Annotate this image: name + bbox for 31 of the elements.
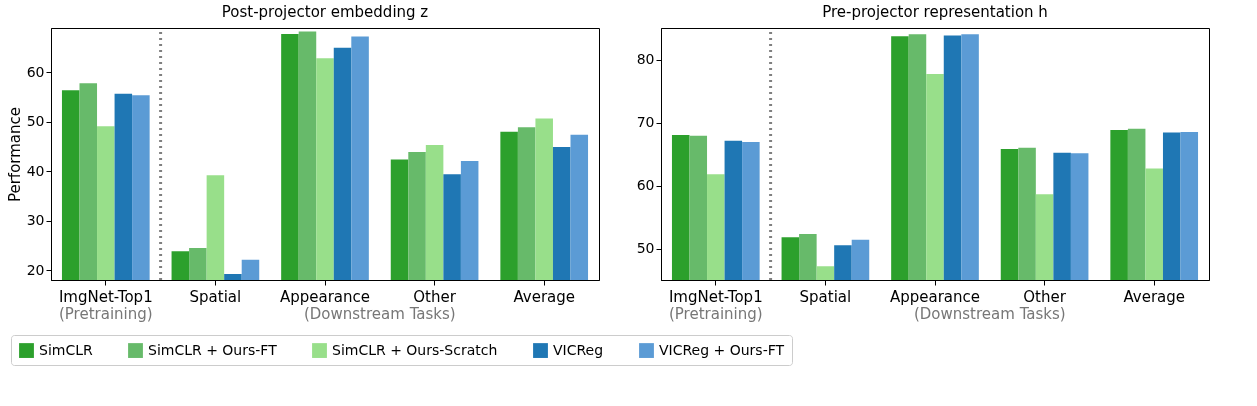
x-tick-label: Spatial [189, 287, 242, 306]
y-tick-label: 60 [26, 63, 45, 80]
x-tick-label: Average [513, 287, 575, 306]
y-tick-label: 40 [26, 162, 45, 179]
legend-label: VICReg [553, 341, 604, 358]
legend-label: SimCLR [39, 341, 93, 358]
x-tick-label: Average [1123, 287, 1185, 306]
text: (Downstream Tasks) [913, 305, 1066, 323]
y-tick-label: 70 [636, 114, 655, 130]
y-tick-label: 20 [26, 261, 45, 278]
y-axis-title: Performance [5, 106, 24, 203]
y-tick-label: 50 [636, 240, 655, 256]
x-tick-label: ImgNet-Top1 [668, 287, 763, 306]
x-tick-label: Other [413, 287, 457, 306]
x-tick-label: Spatial [799, 287, 852, 306]
x-tick-label: Appearance [279, 287, 371, 306]
text: (Pretraining) [668, 305, 763, 323]
x-tick-label: Appearance [889, 287, 981, 306]
legend-label: SimCLR + Ours-FT [148, 341, 278, 358]
text: (Downstream Tasks) [303, 305, 456, 323]
x-tick-label: ImgNet-Top1 [58, 287, 153, 306]
legend-label: VICReg + Ours-FT [659, 341, 785, 358]
text: (Pretraining) [58, 305, 153, 323]
y-tick-label: 30 [26, 212, 45, 229]
y-tick-label: 80 [636, 51, 655, 67]
legend-label: SimCLR + Ours-Scratch [332, 341, 498, 358]
y-tick-label: 60 [636, 177, 655, 193]
x-tick-label: Other [1023, 287, 1067, 306]
chart-title: Post-projector embedding z [221, 3, 429, 21]
chart-title: Pre-projector representation h [822, 3, 1048, 21]
y-tick-label: 50 [26, 113, 45, 130]
